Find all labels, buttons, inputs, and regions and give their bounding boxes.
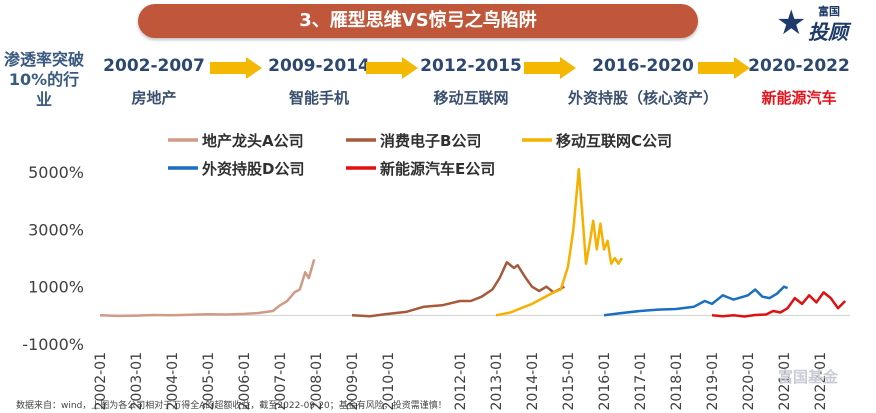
x-tick-label: 2005-01 [201,352,217,411]
series-line-3 [495,167,624,317]
arrow-right-icon [366,57,418,79]
x-tick-label: 2015-01 [561,352,577,411]
x-tick-label: 2022-01 [813,352,829,411]
x-tick-label: 2007-01 [273,352,289,411]
period-stage-1: 房地产 [131,89,177,107]
y-tick-label: 5000% [28,163,84,182]
period-years-4: 2016-2020 [592,56,694,76]
series-line-1 [99,259,316,318]
y-tick-label: 1000% [28,278,84,297]
y-axis: 5000% 3000% 1000% -1000% [22,163,850,354]
watermark: 富国基金 [778,368,839,386]
star-icon: ★ [776,3,807,43]
legend-label: 外资持股D公司 [201,160,304,178]
legend-label: 新能源汽车E公司 [380,160,495,178]
x-tick-label: 2010-01 [381,352,397,411]
series-line-2 [351,261,565,318]
x-tick-label: 2013-01 [489,352,505,411]
x-tick-label: 2006-01 [237,352,253,411]
x-tick-label: 2009-01 [345,352,361,411]
period-stage-4: 外资持股（核心资产） [567,89,718,107]
timeline-row-label: 渗透率突破10%的行业 [4,50,85,109]
arrow-right-icon [524,57,576,79]
period-stage-5: 新能源汽车 [761,89,837,107]
chart-series [99,167,847,318]
period-stage-2: 智能手机 [288,89,349,107]
x-tick-label: 2021-01 [777,352,793,411]
logo-small-text: 富国 [818,5,840,18]
x-tick-label: 2003-01 [129,352,145,411]
period-years-5: 2020-2022 [748,56,850,76]
period-years-1: 2002-2007 [103,56,205,76]
period-years-2: 2009-2014 [268,56,370,76]
x-tick-label: 2017-01 [633,352,649,411]
period-years-3: 2012-2015 [420,56,522,76]
brand-logo: ★ 富国 投顾 [770,2,874,46]
x-tick-label: 2004-01 [165,352,181,411]
legend-label: 消费电子B公司 [380,132,481,150]
y-tick-label: 3000% [28,220,84,239]
x-tick-label: 2008-01 [309,352,325,411]
logo-big-text: 投顾 [808,20,848,44]
arrow-right-icon [698,57,750,79]
arrow-right-icon [210,57,262,79]
x-axis: 2002-01 2003-01 2004-01 2005-01 2006-01 2007-… [93,352,829,411]
legend-label: 移动互联网C公司 [556,132,672,150]
legend-label: 地产龙头A公司 [202,132,304,150]
x-tick-label: 2002-01 [93,352,109,411]
x-tick-label: 2019-01 [705,352,721,411]
x-tick-label: 2014-01 [525,352,541,411]
series-line-4 [603,285,789,317]
y-tick-label: -1000% [22,335,84,354]
series-line-5 [711,291,847,318]
x-tick-label: 2016-01 [597,352,613,411]
source-footnote: 数据来自：wind，上图为各公司相对于万得全A的超额收益，截至2022-09-2… [16,401,447,411]
period-stage-3: 移动互联网 [433,89,509,107]
section-title-banner: 3、雁型思维VS惊弓之鸟陷阱 [138,4,698,38]
x-tick-label: 2018-01 [669,352,685,411]
x-tick-label: 2012-01 [453,352,469,411]
x-tick-label: 2020-01 [741,352,757,411]
